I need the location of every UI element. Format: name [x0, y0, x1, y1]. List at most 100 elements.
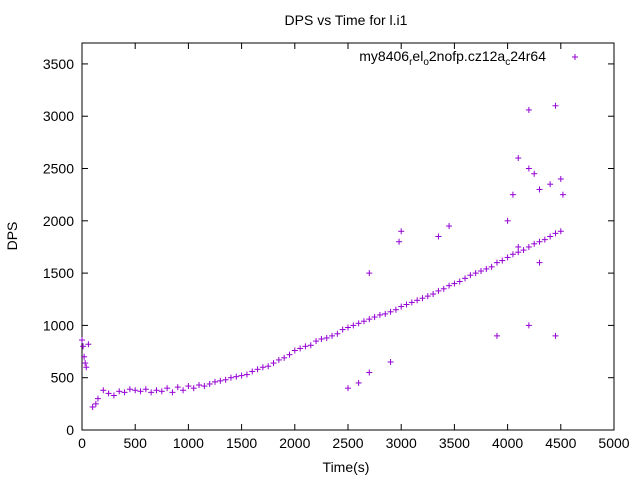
- data-point: [254, 366, 261, 373]
- data-point: [520, 247, 527, 254]
- data-point: [559, 191, 566, 198]
- data-point: [515, 243, 522, 250]
- data-point: [366, 316, 373, 323]
- data-point: [180, 387, 187, 394]
- data-point: [531, 240, 538, 247]
- data-point: [281, 354, 288, 361]
- data-point: [323, 334, 330, 341]
- data-point: [81, 353, 88, 360]
- data-point: [126, 386, 133, 393]
- data-point: [462, 275, 469, 282]
- data-point: [313, 338, 320, 345]
- data-point: [392, 306, 399, 313]
- data-point: [398, 303, 405, 310]
- x-tick-label: 4500: [545, 435, 576, 451]
- x-tick-label: 2000: [279, 435, 310, 451]
- data-point: [515, 155, 522, 162]
- data-point: [536, 259, 543, 266]
- data-point: [153, 387, 160, 394]
- data-point: [83, 364, 90, 371]
- data-point: [222, 376, 229, 383]
- data-point: [243, 371, 250, 378]
- data-point: [355, 320, 362, 327]
- data-point: [435, 233, 442, 240]
- legend-label-part: 24r64: [510, 48, 546, 64]
- legend-label-subscript: r: [409, 57, 413, 68]
- data-point: [85, 341, 92, 348]
- data-point: [435, 287, 442, 294]
- data-point: [382, 310, 389, 317]
- data-point: [472, 270, 479, 277]
- data-point: [339, 326, 346, 333]
- data-point: [105, 390, 112, 397]
- data-point: [366, 270, 373, 277]
- data-point: [493, 332, 500, 339]
- x-tick-label: 1000: [173, 435, 204, 451]
- legend-label-subscript: c: [505, 57, 510, 68]
- data-point: [467, 272, 474, 279]
- data-point: [552, 230, 559, 237]
- data-point: [525, 243, 532, 250]
- data-point: [297, 345, 304, 352]
- data-point: [121, 389, 128, 396]
- data-point: [291, 347, 298, 354]
- data-point: [137, 388, 144, 395]
- data-point: [79, 337, 85, 344]
- data-point: [196, 382, 203, 389]
- y-tick-label: 3000: [43, 108, 74, 124]
- data-point: [478, 268, 484, 275]
- data-point: [174, 384, 181, 391]
- data-point: [185, 383, 192, 390]
- data-point: [238, 372, 245, 379]
- scatter-points: [79, 102, 566, 410]
- data-point: [547, 181, 554, 188]
- legend-label: my8406relo2nofp.cz12ac24r64: [359, 48, 546, 68]
- x-tick-label: 2500: [332, 435, 363, 451]
- x-tick-label: 500: [124, 435, 148, 451]
- plot-frame: [81, 42, 615, 431]
- data-point: [430, 291, 437, 298]
- data-point: [206, 380, 213, 387]
- data-point: [525, 106, 532, 113]
- data-point: [424, 293, 431, 300]
- legend: my8406relo2nofp.cz12ac24r64: [359, 48, 578, 68]
- data-point: [366, 369, 373, 376]
- data-point: [190, 385, 197, 392]
- data-point: [387, 308, 394, 315]
- data-point: [80, 343, 87, 350]
- x-tick-label: 1500: [226, 435, 257, 451]
- data-point: [355, 379, 362, 386]
- data-point: [509, 251, 516, 258]
- data-point: [541, 236, 548, 243]
- y-tick-label: 1500: [43, 265, 74, 281]
- data-point: [557, 175, 564, 182]
- y-tick-label: 2500: [43, 161, 74, 177]
- data-point: [536, 238, 543, 245]
- data-point: [318, 336, 325, 343]
- data-point: [504, 254, 511, 261]
- data-point: [419, 295, 426, 302]
- data-point: [493, 259, 500, 266]
- data-point: [350, 322, 357, 329]
- data-point: [275, 356, 282, 363]
- data-point: [557, 228, 564, 235]
- data-point: [345, 385, 351, 392]
- x-tick-label: 0: [78, 435, 86, 451]
- data-point: [440, 285, 447, 292]
- data-point: [387, 359, 394, 366]
- data-point: [164, 385, 171, 392]
- y-tick-label: 1000: [43, 317, 74, 333]
- data-point: [286, 351, 293, 358]
- data-point: [456, 278, 463, 285]
- data-point: [329, 332, 336, 339]
- data-point: [525, 322, 532, 329]
- plot-area: [81, 42, 615, 431]
- data-point: [169, 389, 176, 396]
- legend-label-part: my8406: [359, 48, 409, 64]
- data-point: [233, 373, 240, 380]
- data-point: [499, 257, 506, 264]
- data-point: [371, 314, 378, 321]
- legend-label-subscript: o: [423, 57, 429, 68]
- data-point: [488, 263, 495, 270]
- data-point: [515, 249, 522, 256]
